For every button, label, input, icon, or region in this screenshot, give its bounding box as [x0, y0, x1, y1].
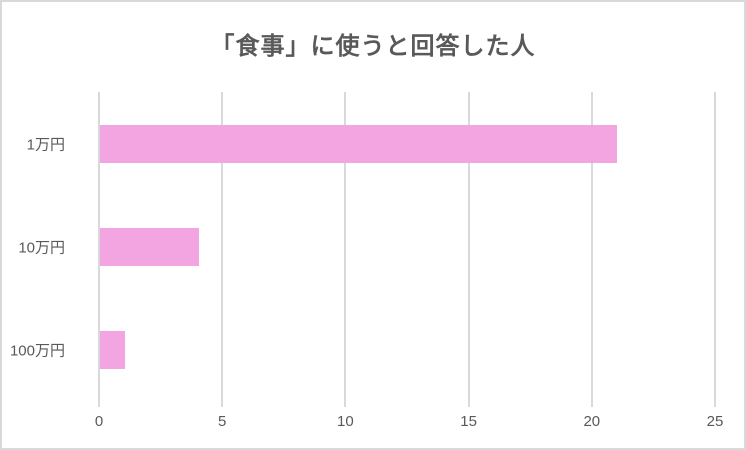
- x-axis-tick-label: 5: [218, 413, 227, 430]
- gridline: [221, 92, 224, 407]
- y-axis-label: 100万円: [9, 342, 65, 360]
- bar: [100, 124, 618, 163]
- y-axis-label: 1万円: [26, 136, 65, 154]
- x-axis-tick-label: 15: [460, 413, 477, 430]
- chart-title: 「食事」に使うと回答した人: [210, 33, 536, 60]
- gridline: [344, 92, 347, 407]
- x-axis-tick-label: 10: [337, 413, 354, 430]
- bar: [100, 331, 125, 370]
- x-axis-tick-label: 25: [706, 413, 724, 430]
- gridline: [714, 92, 716, 407]
- x-axis-tick-label: 0: [94, 413, 104, 430]
- plot-area: [98, 92, 716, 407]
- x-axis-tick-label: 20: [583, 413, 601, 430]
- y-axis-label: 10万円: [18, 239, 65, 257]
- y-axis: 1万円 10万円 100万円: [2, 92, 82, 402]
- gridline: [467, 92, 470, 407]
- gridline: [98, 92, 100, 407]
- bar: [100, 228, 199, 266]
- gridline: [590, 92, 593, 407]
- x-axis: 0 5 10 15 20 25: [95, 413, 724, 437]
